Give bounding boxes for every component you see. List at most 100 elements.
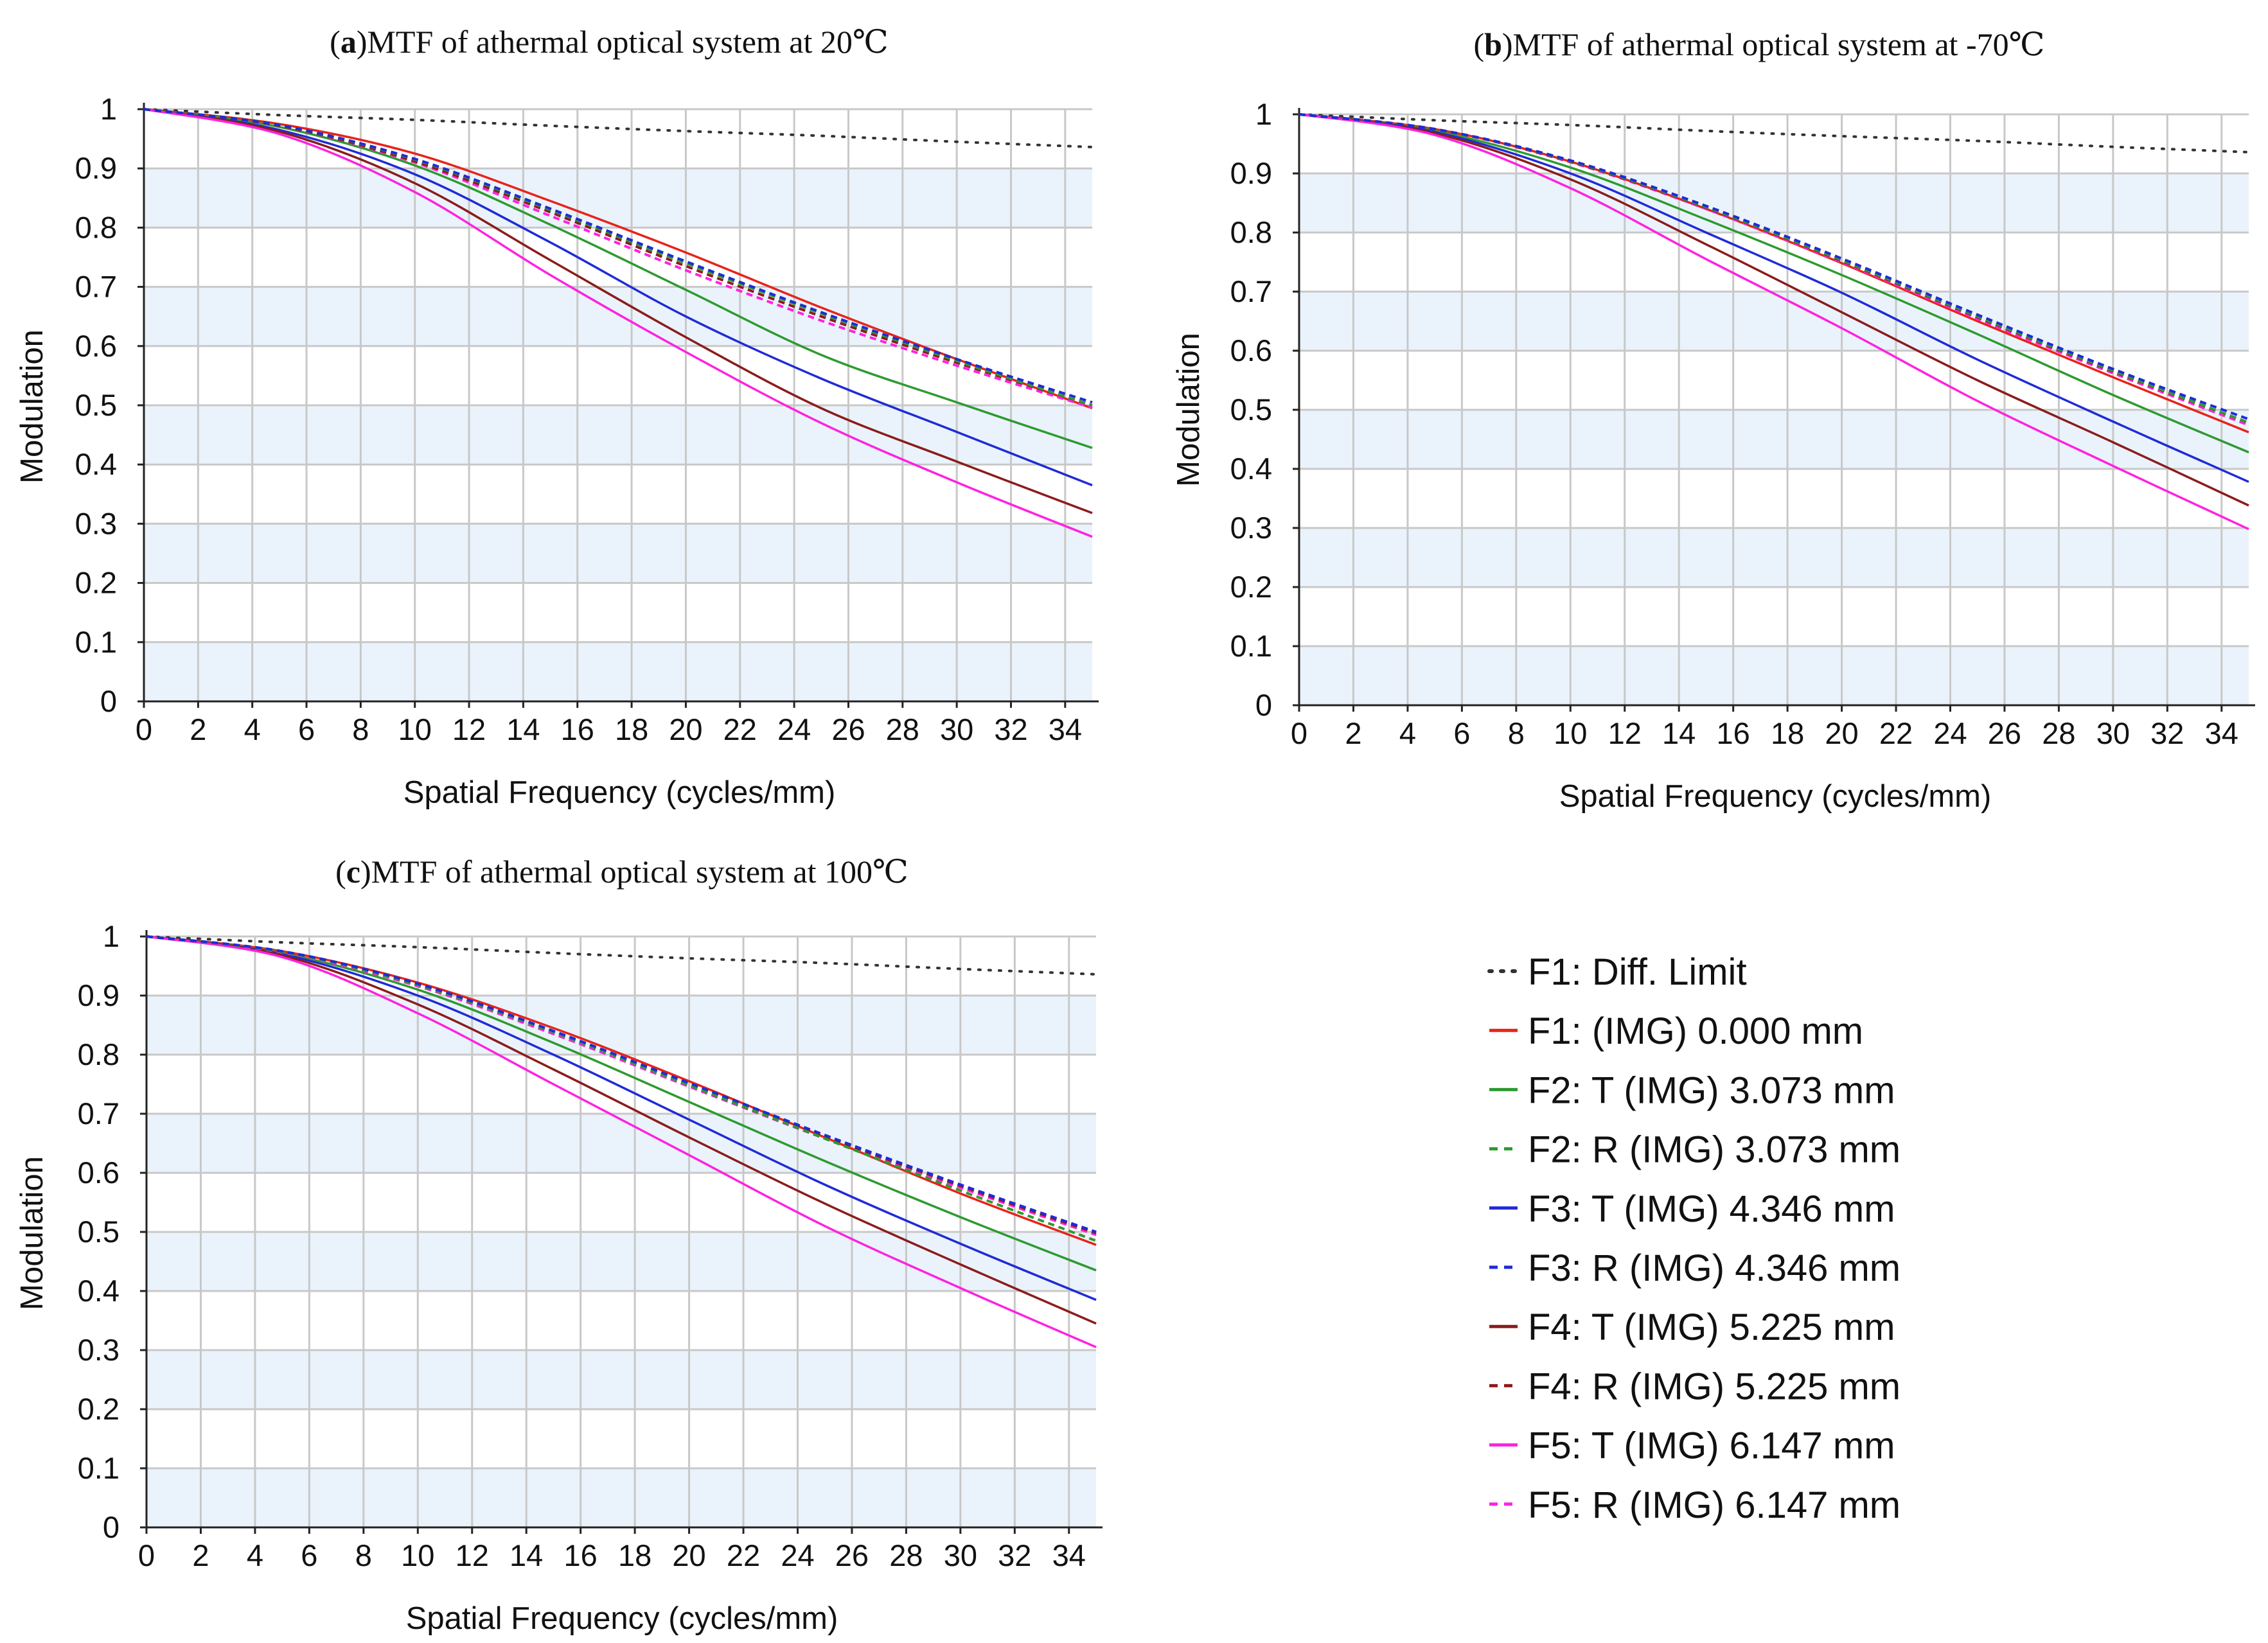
y-tick-label-c-7: 0.7 [78, 1096, 120, 1130]
x-tick-label-b-1: 2 [1345, 716, 1361, 750]
legend-label-diff: F1: Diff. Limit [1528, 951, 1747, 993]
legend-label-f5t: F5: T (IMG) 6.147 mm [1528, 1425, 1895, 1467]
series-line-c-f2t [146, 935, 1097, 1272]
y-tick-label-a-5: 0.5 [75, 388, 117, 422]
series-line-c-f5t [146, 935, 1097, 1349]
x-tick-label-c-4: 8 [355, 1538, 372, 1572]
y-axis-label-a: Modulation [15, 329, 49, 484]
y-axis-label-b: Modulation [1171, 333, 1206, 487]
y-tick-label-b-1: 0.1 [1230, 629, 1272, 663]
series-line-a-f4t [143, 108, 1093, 514]
x-tick-label-b-12: 24 [1933, 716, 1967, 750]
y-tick-label-a-0: 0 [100, 684, 117, 718]
x-axis-label-b: Spatial Frequency (cycles/mm) [1559, 779, 1992, 814]
series-line-c-f3r [146, 935, 1097, 1233]
series-line-b-f5t [1298, 113, 2249, 531]
y-tick-label-a-4: 0.4 [75, 447, 117, 481]
x-tick-label-b-9: 18 [1771, 716, 1804, 750]
x-tick-label-c-8: 16 [564, 1538, 598, 1572]
y-tick-label-b-2: 0.2 [1230, 570, 1272, 604]
x-tick-label-b-0: 0 [1291, 716, 1307, 750]
series-line-a-f1 [143, 108, 1093, 410]
x-tick-label-c-1: 2 [192, 1538, 209, 1572]
x-tick-label-a-0: 0 [136, 712, 152, 746]
x-tick-label-c-17: 34 [1052, 1538, 1086, 1572]
legend-label-f3t: F3: T (IMG) 4.346 mm [1528, 1188, 1895, 1230]
x-tick-label-a-11: 22 [723, 712, 757, 746]
x-tick-label-c-2: 4 [247, 1538, 263, 1572]
series-line-c-f4t [146, 935, 1097, 1325]
series-line-a-diff [143, 108, 1094, 148]
x-tick-label-b-5: 10 [1554, 716, 1587, 750]
y-tick-label-c-10: 1 [103, 919, 120, 953]
x-tick-label-a-14: 28 [886, 712, 919, 746]
legend-label-f2t: F2: T (IMG) 3.073 mm [1528, 1069, 1895, 1111]
y-tick-label-b-4: 0.4 [1230, 452, 1272, 486]
x-tick-label-b-4: 8 [1508, 716, 1525, 750]
x-tick-label-c-7: 14 [509, 1538, 543, 1572]
x-tick-label-c-3: 6 [301, 1538, 317, 1572]
y-tick-label-a-8: 0.8 [75, 210, 117, 244]
series-line-b-f3r [1298, 113, 2249, 421]
series-line-b-f4t [1298, 113, 2249, 507]
legend-label-f3r: F3: R (IMG) 4.346 mm [1528, 1247, 1900, 1289]
chart-title-c: (c)MTF of athermal optical system at 100… [335, 854, 908, 890]
x-tick-label-a-16: 32 [994, 712, 1027, 746]
x-tick-label-b-15: 30 [2096, 716, 2130, 750]
x-tick-label-b-16: 32 [2150, 716, 2184, 750]
x-tick-label-b-6: 12 [1608, 716, 1642, 750]
series-line-a-f5t [143, 108, 1093, 538]
x-tick-label-c-12: 24 [781, 1538, 814, 1572]
band-c-4 [146, 1232, 1096, 1291]
y-tick-label-a-3: 0.3 [75, 506, 117, 540]
band-b-2 [1299, 528, 2249, 587]
y-tick-label-a-6: 0.6 [75, 329, 117, 363]
y-tick-label-a-9: 0.9 [75, 151, 117, 185]
x-tick-label-b-10: 20 [1825, 716, 1858, 750]
series-line-c-f2r [146, 935, 1097, 1242]
series-line-b-f4r [1298, 113, 2249, 425]
y-tick-label-c-9: 0.9 [78, 978, 120, 1012]
x-tick-label-a-5: 10 [398, 712, 432, 746]
chart-panel-a: (a)MTF of athermal optical system at 20℃… [15, 24, 1099, 810]
series-line-a-f3t [143, 108, 1093, 487]
band-b-6 [1299, 292, 2249, 351]
chart-panel-c: (c)MTF of athermal optical system at 100… [15, 854, 1103, 1636]
x-tick-label-a-17: 34 [1049, 712, 1082, 746]
series-line-c-diff [145, 935, 1097, 976]
chart-title-b: (b)MTF of athermal optical system at -70… [1473, 26, 2044, 62]
series-line-b-f2r [1298, 113, 2249, 425]
y-tick-label-a-10: 1 [100, 92, 117, 126]
x-tick-label-b-14: 28 [2042, 716, 2075, 750]
band-b-8 [1299, 173, 2249, 233]
legend-label-f4t: F4: T (IMG) 5.225 mm [1528, 1306, 1895, 1348]
plot-area-a: 0 2 4 6 8 10 12 14 16 18 20 22 24 26 28 30 32 3400.10.20.… [75, 92, 1099, 746]
y-tick-label-b-6: 0.6 [1230, 333, 1272, 367]
x-tick-label-c-10: 20 [672, 1538, 705, 1572]
series-line-c-f3t [146, 935, 1097, 1301]
series-line-b-diff [1298, 113, 2250, 154]
x-tick-label-b-3: 6 [1453, 716, 1470, 750]
band-a-6 [144, 286, 1092, 346]
x-tick-label-a-4: 8 [352, 712, 369, 746]
x-axis-label-a: Spatial Frequency (cycles/mm) [403, 775, 836, 810]
series-line-a-f3r [143, 108, 1093, 404]
chart-title-a: (a)MTF of athermal optical system at 20℃ [330, 24, 889, 60]
series-line-b-f3t [1298, 113, 2249, 483]
y-tick-label-c-8: 0.8 [78, 1037, 120, 1071]
x-tick-label-b-17: 34 [2205, 716, 2238, 750]
legend-label-f5r: F5: R (IMG) 6.147 mm [1528, 1484, 1900, 1526]
x-tick-label-c-13: 26 [835, 1538, 869, 1572]
x-tick-label-c-11: 22 [727, 1538, 760, 1572]
plot-area-b: 0 2 4 6 8 10 12 14 16 18 20 22 24 26 28 30 32 3400.10.20.… [1230, 97, 2255, 750]
series-line-a-f2t [143, 108, 1093, 450]
y-tick-label-b-8: 0.8 [1230, 215, 1272, 249]
y-tick-label-a-1: 0.1 [75, 625, 117, 659]
series-line-c-f1 [146, 935, 1097, 1246]
band-c-6 [146, 1114, 1096, 1173]
x-tick-label-a-10: 20 [669, 712, 702, 746]
band-a-2 [144, 523, 1092, 583]
y-tick-label-c-2: 0.2 [78, 1392, 120, 1426]
band-c-2 [146, 1350, 1096, 1409]
